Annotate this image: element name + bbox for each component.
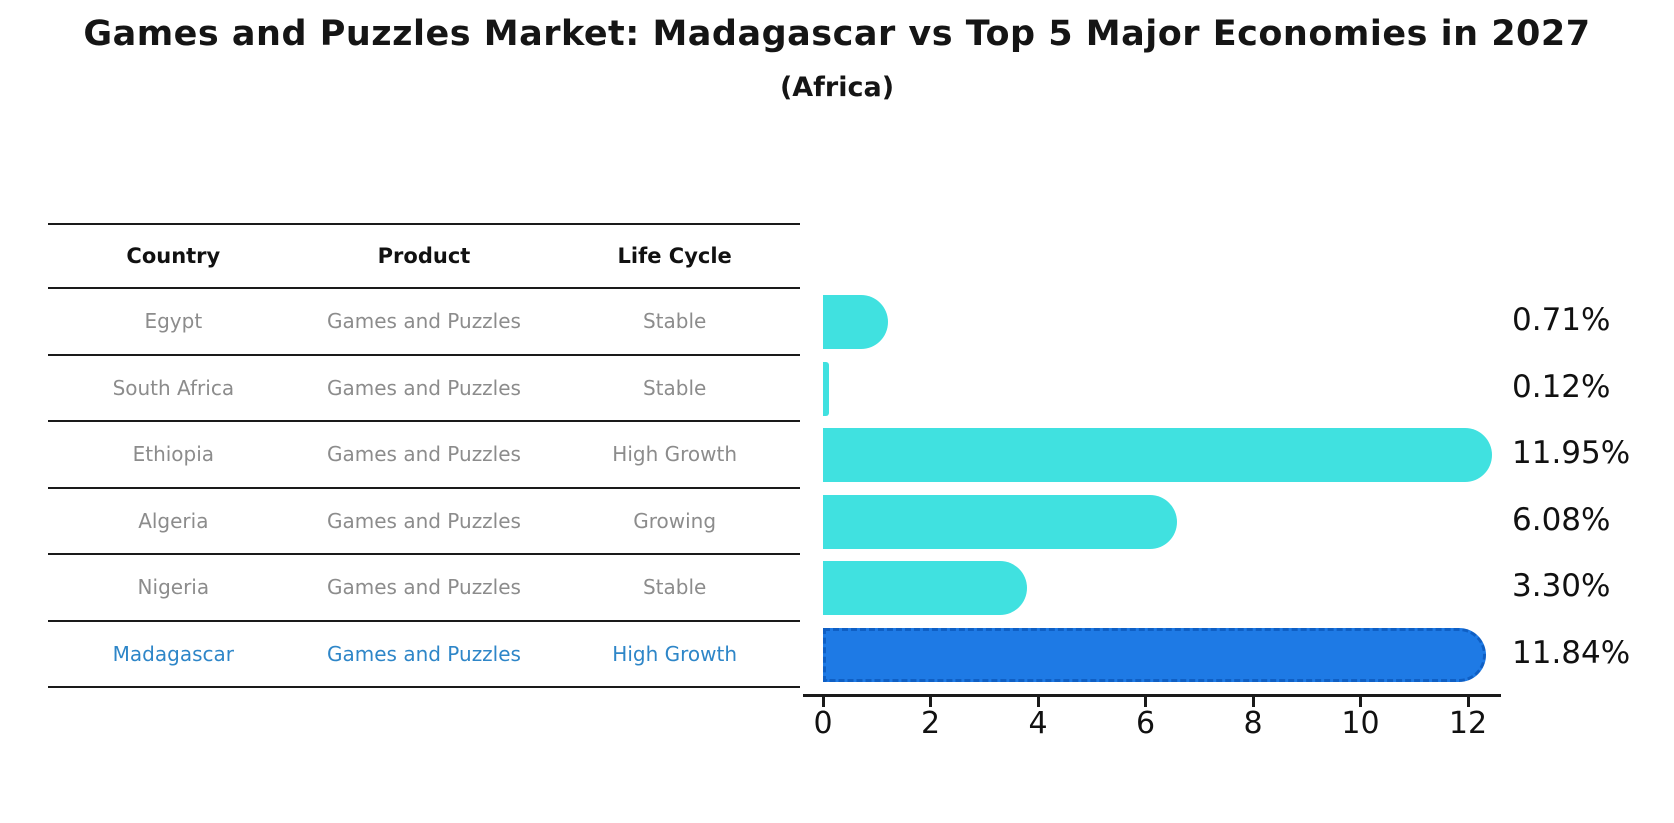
column-header-product: Product: [377, 244, 471, 268]
table-header-row: Country Product Life Cycle: [48, 223, 800, 289]
bar-value-label: 0.12%: [1512, 368, 1611, 405]
x-tick: [929, 697, 932, 707]
table-row: Egypt Games and Puzzles Stable: [48, 289, 800, 356]
table-row: Algeria Games and Puzzles Growing: [48, 489, 800, 555]
table-cell-country: South Africa: [112, 375, 235, 400]
x-axis-line: [803, 694, 1501, 697]
x-tick-label: 12: [1448, 706, 1488, 741]
table-cell-product: Games and Puzzles: [327, 575, 521, 600]
table-cell-life-cycle: Growing: [633, 508, 717, 533]
x-tick: [1144, 697, 1147, 707]
bar-value-label: 3.30%: [1512, 568, 1611, 605]
bar-value-label: 11.84%: [1512, 634, 1631, 671]
column-header-country: Country: [126, 244, 221, 268]
bar-value-label: 11.95%: [1512, 435, 1631, 472]
table-cell-country: Ethiopia: [132, 442, 215, 467]
bar: [823, 428, 1493, 483]
chart-subtitle: (Africa): [779, 72, 895, 103]
table-cell-product: Games and Puzzles: [327, 442, 521, 467]
bar-highlight-madagascar: [823, 627, 1487, 682]
table-cell-life-cycle: High Growth: [612, 641, 738, 666]
table-row: Ethiopia Games and Puzzles High Growth: [48, 422, 800, 489]
bar: [823, 494, 1177, 549]
bar-value-label: 6.08%: [1512, 501, 1611, 538]
x-tick-label: 10: [1341, 706, 1380, 741]
x-tick: [1359, 697, 1362, 707]
table-row: South Africa Games and Puzzles Stable: [48, 356, 800, 422]
x-tick-label: 8: [1243, 706, 1263, 741]
x-tick-label: 4: [1028, 706, 1048, 741]
page-title: Games and Puzzles Market: Madagascar vs …: [83, 14, 1591, 54]
table-cell-product: Games and Puzzles: [327, 508, 521, 533]
table-cell-product: Games and Puzzles: [327, 375, 521, 400]
table-cell-life-cycle: Stable: [642, 309, 707, 334]
table-cell-life-cycle: High Growth: [612, 442, 738, 467]
table-cell-life-cycle: Stable: [642, 575, 707, 600]
table-cell-product: Games and Puzzles: [327, 309, 521, 334]
table-body: Egypt Games and Puzzles Stable South Africa…: [48, 289, 800, 688]
x-tick-label: 0: [813, 706, 833, 741]
data-table: Country Product Life Cycle Egypt Games an…: [48, 223, 800, 688]
bar: [823, 561, 1028, 616]
x-tick: [1466, 697, 1470, 707]
x-tick-label: 2: [920, 706, 941, 741]
table-row: Nigeria Games and Puzzles Stable: [48, 555, 800, 622]
x-tick: [1251, 697, 1255, 707]
table-cell-country: Egypt: [144, 309, 203, 334]
table-row: Madagascar Games and Puzzles High Growth: [48, 622, 800, 688]
bar: [823, 361, 830, 416]
table-cell-product: Games and Puzzles: [327, 641, 521, 666]
x-tick: [821, 697, 825, 707]
column-header-life-cycle: Life Cycle: [617, 244, 732, 268]
table-cell-life-cycle: Stable: [642, 375, 707, 400]
table-cell-country: Algeria: [138, 508, 209, 533]
x-tick-label: 6: [1135, 706, 1156, 741]
table-cell-country: Madagascar: [112, 641, 234, 666]
x-tick: [1036, 697, 1040, 707]
table-cell-country: Nigeria: [137, 575, 210, 600]
bar: [823, 295, 889, 350]
bar-value-label: 0.71%: [1512, 302, 1611, 339]
